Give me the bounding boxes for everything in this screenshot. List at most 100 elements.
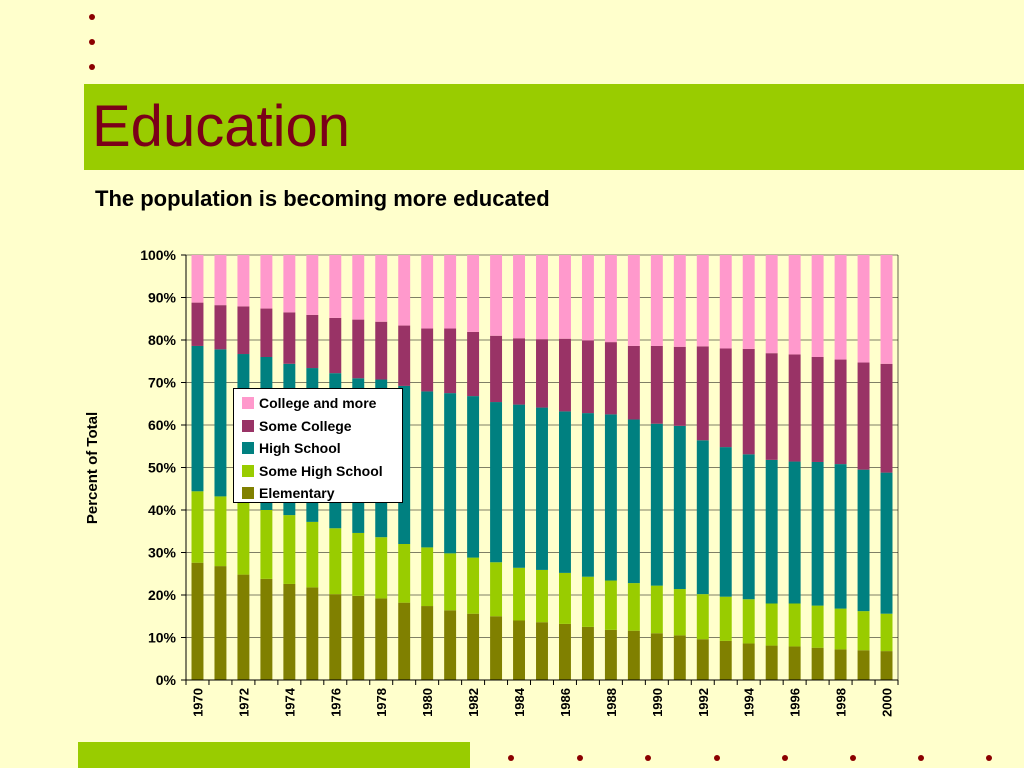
footer-bullet [850,755,856,761]
bar-segment-some-college [650,345,663,424]
bar-segment-high-school [719,447,732,597]
bar-segment-high-school [558,411,571,573]
bar-segment-high-school [650,423,663,586]
bar-segment-some-high-school [214,496,227,567]
bar-segment-college-and-more [558,255,571,339]
chart-bars [191,255,893,680]
bar-segment-college-and-more [329,255,342,318]
bar-segment-high-school [398,385,411,544]
bar-segment-high-school [673,425,686,590]
bar-segment-elementary [857,650,870,680]
bar-segment-elementary [581,626,594,680]
bar-segment-college-and-more [260,255,273,309]
bar-segment-some-college [283,312,296,364]
bar-segment-elementary [788,646,801,680]
slide-subtitle: The population is becoming more educated [95,186,550,211]
bar-segment-some-college [191,302,204,346]
bar-segment-college-and-more [880,255,893,364]
bar-segment-some-high-school [237,502,250,575]
bar-segment-college-and-more [398,255,411,326]
bar-segment-high-school [857,469,870,612]
legend-item: High School [242,437,402,460]
bar-segment-college-and-more [490,255,503,336]
x-tick-label: 1994 [742,687,757,717]
bar-segment-some-high-school [260,510,273,579]
bar-segment-college-and-more [513,255,526,339]
bar-segment-high-school [834,464,847,609]
y-tick-label: 60% [148,417,177,433]
bar-segment-elementary [283,583,296,680]
bar-segment-college-and-more [283,255,296,313]
bar-segment-some-high-school [421,547,434,607]
legend-swatch [242,442,254,455]
bar-segment-some-high-school [398,544,411,603]
bar-segment-elementary [765,645,778,680]
bar-segment-some-college [513,338,526,405]
bar-segment-some-college [421,328,434,392]
bar-segment-some-college [329,317,342,374]
bar-segment-high-school [444,393,457,554]
bar-segment-some-college [260,308,273,357]
bar-segment-elementary [490,616,503,680]
x-tick-label: 1970 [190,688,205,717]
bar-segment-elementary [558,623,571,680]
bar-segment-some-college [214,305,227,350]
bar-segment-some-high-school [329,528,342,595]
bar-segment-some-high-school [604,580,617,630]
bar-segment-high-school [490,402,503,563]
bar-segment-elementary [375,598,388,680]
bar-segment-high-school [536,407,548,570]
legend-label: High School [259,440,341,457]
bar-segment-some-college [444,328,457,394]
footer-band [78,742,470,768]
x-tick-label: 1972 [236,688,251,717]
bar-segment-elementary [627,630,640,680]
footer-bullet [714,755,720,761]
bar-segment-some-college [742,348,755,455]
bar-segment-elementary [214,566,227,680]
legend-item: Some High School [242,460,402,483]
bar-segment-high-school [765,459,778,604]
bar-segment-high-school [421,391,434,548]
bar-segment-high-school [467,396,480,558]
bar-segment-some-college [237,306,250,355]
bar-segment-some-college [558,338,571,412]
legend-swatch [242,419,254,432]
bar-segment-some-college [857,362,870,470]
x-tick-label: 1988 [604,688,619,717]
bar-segment-high-school [742,454,755,600]
bar-segment-elementary [742,643,755,680]
bar-segment-elementary [513,620,526,680]
bar-segment-high-school [696,440,709,595]
x-tick-label: 1992 [696,688,711,717]
bar-segment-some-college [536,339,548,408]
bar-segment-elementary [260,578,273,680]
bar-segment-college-and-more [765,255,778,354]
slide-bullet [89,39,95,45]
bar-segment-some-college [352,319,365,379]
bar-segment-some-college [398,325,411,386]
slide-bullet [89,14,95,20]
chart-legend: College and more Some College High School S… [233,388,403,503]
bar-segment-college-and-more [306,255,319,315]
bar-segment-some-high-school [352,532,365,596]
legend-swatch [242,487,254,500]
title-band [84,84,1024,170]
bar-segment-college-and-more [237,255,250,307]
legend-label: Elementary [259,485,335,502]
bar-segment-elementary [306,587,319,680]
bar-segment-some-high-school [880,613,893,652]
y-tick-label: 0% [156,672,177,688]
bar-segment-some-high-school [742,599,755,644]
bar-segment-elementary [421,606,434,680]
bar-segment-some-high-school [191,491,204,563]
bar-segment-elementary [673,635,686,680]
bar-segment-some-college [581,340,594,414]
bar-segment-some-high-school [375,537,388,599]
bar-segment-elementary [237,574,250,680]
x-tick-label: 1996 [788,688,803,717]
bar-segment-high-school [811,461,824,606]
bar-segment-college-and-more [696,255,709,347]
footer-bullet [508,755,514,761]
bar-segment-elementary [467,613,480,680]
